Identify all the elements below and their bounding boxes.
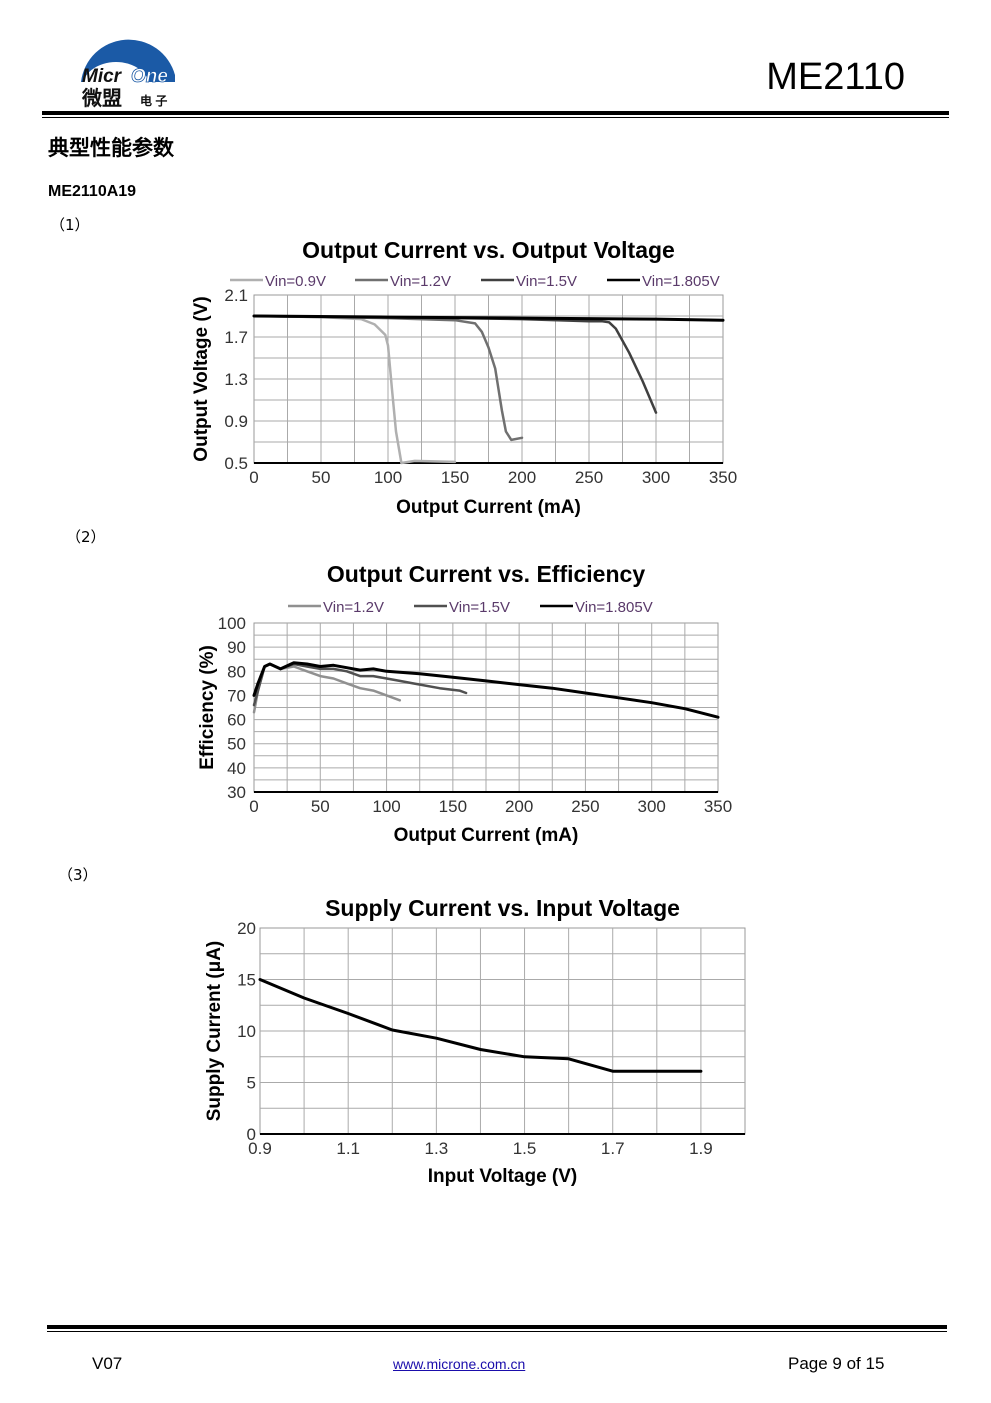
footer-divider-thin [47, 1331, 947, 1332]
y-tick-label: 10 [237, 1022, 256, 1041]
x-tick-label: 250 [571, 797, 599, 816]
x-tick-label: 0.9 [248, 1139, 272, 1158]
legend-label: Vin=1.2V [323, 599, 384, 616]
y-tick-label: 20 [237, 919, 256, 938]
series-line-4 [252, 314, 725, 322]
x-tick-label: 1.7 [601, 1139, 625, 1158]
x-tick-label: 150 [441, 468, 469, 487]
y-tick-label: 60 [227, 711, 246, 730]
microne-logo: Micr One 微盟 电 子 [78, 20, 178, 114]
y-tick-label: 80 [227, 662, 246, 681]
y-tick-label: 40 [227, 759, 246, 778]
y-axis-label: Output Voltage (V) [191, 296, 212, 461]
y-axis-label: Efficiency (%) [197, 645, 218, 770]
x-axis-label: Input Voltage (V) [428, 1166, 578, 1187]
y-tick-label: 0.5 [224, 454, 248, 473]
x-tick-label: 1.9 [689, 1139, 713, 1158]
chart-title: Supply Current vs. Input Voltage [325, 895, 680, 921]
x-tick-label: 100 [372, 797, 400, 816]
version-label: V07 [92, 1354, 123, 1373]
x-axis-label: Output Current (mA) [396, 497, 581, 518]
x-tick-label: 300 [638, 797, 666, 816]
series-line-1 [258, 978, 703, 1073]
x-tick-label: 0 [249, 468, 258, 487]
y-tick-label: 15 [237, 971, 256, 990]
x-tick-label: 250 [575, 468, 603, 487]
series-line-3 [252, 661, 720, 719]
series-line-2 [252, 314, 524, 442]
y-tick-label: 5 [247, 1074, 256, 1093]
chart-title: Output Current vs. Output Voltage [302, 237, 675, 263]
x-tick-label: 150 [439, 797, 467, 816]
legend-label: Vin=1.805V [575, 599, 653, 616]
svg-text:微盟: 微盟 [81, 86, 122, 110]
legend-label: Vin=1.5V [516, 273, 577, 290]
x-tick-label: 0 [249, 797, 258, 816]
y-tick-label: 1.3 [224, 370, 248, 389]
y-tick-label: 2.1 [224, 286, 248, 305]
x-tick-label: 350 [704, 797, 732, 816]
y-tick-label: 90 [227, 638, 246, 657]
x-tick-label: 50 [312, 468, 331, 487]
x-tick-label: 1.3 [425, 1139, 449, 1158]
x-tick-label: 200 [508, 468, 536, 487]
x-tick-label: 100 [374, 468, 402, 487]
y-tick-label: 70 [227, 686, 246, 705]
x-tick-label: 300 [642, 468, 670, 487]
legend-label: Vin=1.5V [449, 599, 510, 616]
item-number-2: （2） [66, 528, 106, 546]
y-tick-label: 0 [247, 1125, 256, 1144]
x-axis-label: Output Current (mA) [394, 825, 579, 846]
y-axis-label: Supply Current (μA) [204, 941, 225, 1122]
legend-label: Vin=1.2V [390, 273, 451, 290]
y-tick-label: 0.9 [224, 412, 248, 431]
chart-title: Output Current vs. Efficiency [327, 561, 645, 587]
chart-3: 0.9 1.1 1.3 1.5 1.7 1.9 0 5 10 15 20 Supply Current… [204, 895, 746, 1187]
y-tick-label: 100 [218, 614, 246, 633]
x-tick-label: 350 [709, 468, 737, 487]
item-number-1: （1） [50, 216, 90, 234]
y-tick-label: 30 [227, 783, 246, 802]
svg-text:One: One [131, 66, 168, 87]
footer-divider [47, 1325, 947, 1329]
document-title: ME2110 [766, 56, 905, 98]
model-label: ME2110A19 [48, 183, 137, 200]
x-tick-label: 50 [311, 797, 330, 816]
x-tick-label: 1.5 [513, 1139, 537, 1158]
y-tick-label: 50 [227, 735, 246, 754]
header-divider [42, 111, 949, 115]
legend-label: Vin=1.805V [642, 273, 720, 290]
chart-2: 0 50 100 150 200 250 300 350 30 40 50 60 70 80 90 100 Ou… [197, 561, 732, 846]
item-number-3: （3） [58, 866, 98, 884]
x-tick-label: 1.1 [336, 1139, 360, 1158]
legend-label: Vin=0.9V [265, 273, 326, 290]
svg-text:电 子: 电 子 [140, 93, 167, 108]
website-link[interactable]: www.microne.com.cn [393, 1356, 526, 1372]
x-tick-label: 200 [505, 797, 533, 816]
section-title: 典型性能参数 [48, 136, 174, 160]
header-divider-thin [42, 117, 949, 118]
page-number: Page 9 of 15 [788, 1354, 885, 1373]
y-tick-label: 1.7 [224, 328, 248, 347]
chart-1: 0 50 100 150 200 250 300 350 0.5 0.9 1.3 1.7 2.1 Outp… [191, 237, 737, 518]
svg-text:Micr: Micr [82, 66, 123, 87]
